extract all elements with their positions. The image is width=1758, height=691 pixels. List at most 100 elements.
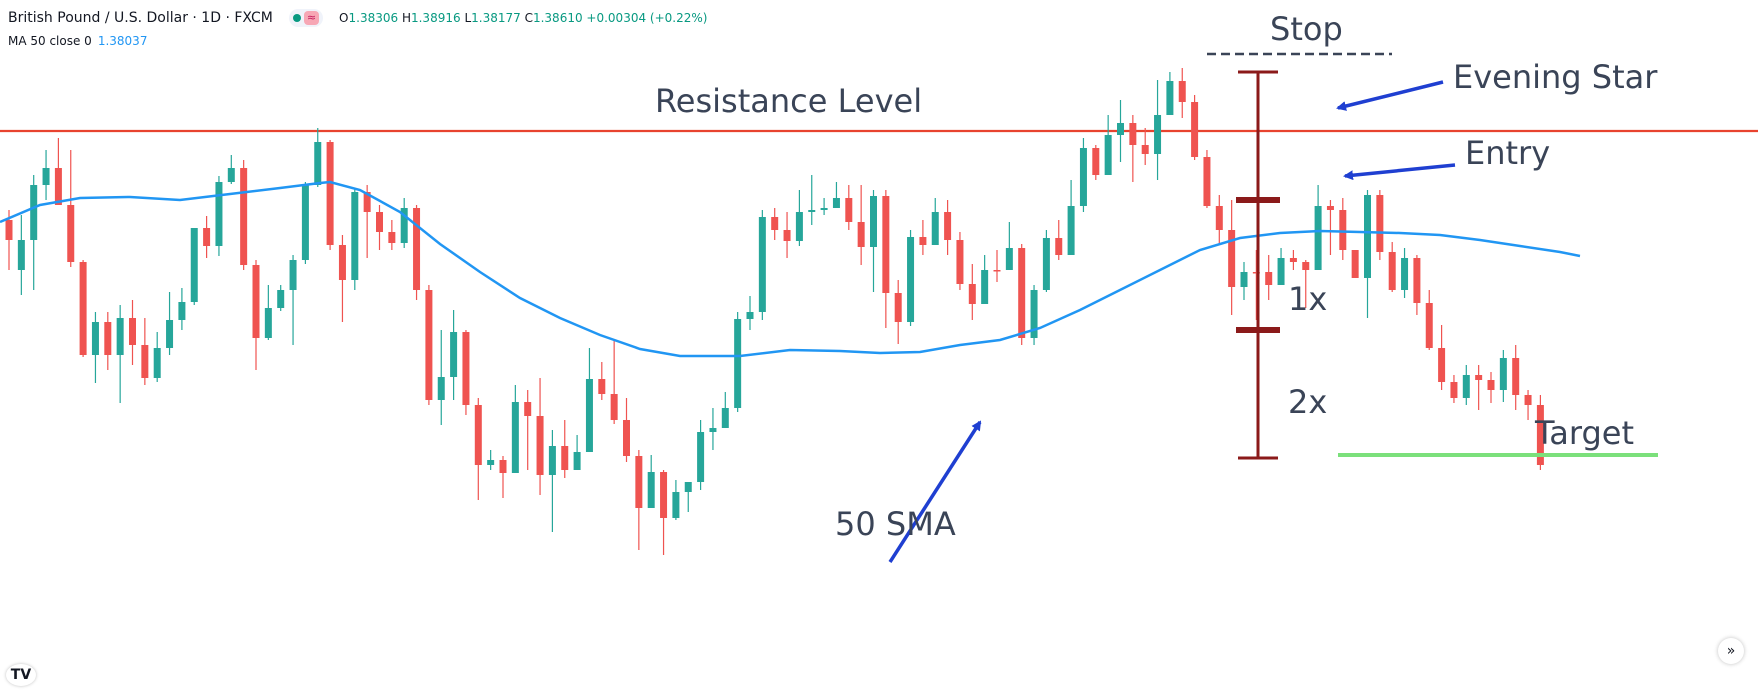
ma-label: MA 50 close 0: [8, 34, 92, 48]
candle-body: [771, 217, 779, 230]
candle: [462, 330, 470, 415]
candle-body: [215, 182, 223, 246]
candle-body: [17, 240, 25, 270]
candle-body: [610, 394, 618, 420]
candle: [1339, 198, 1347, 260]
candle-body: [511, 402, 519, 473]
candle-body: [351, 192, 359, 280]
candle-body: [67, 205, 75, 262]
candle: [1141, 128, 1149, 165]
candle: [1277, 248, 1285, 285]
candle: [660, 470, 668, 555]
candle: [536, 378, 544, 495]
candle: [166, 292, 174, 355]
candle-body: [487, 460, 495, 465]
candle-body: [882, 196, 890, 293]
candle-body: [1425, 303, 1433, 348]
candle-body: [314, 142, 322, 185]
candle-body: [166, 320, 174, 348]
candle-body: [338, 245, 346, 280]
candle: [264, 285, 272, 340]
candle-body: [968, 284, 976, 304]
candle-body: [413, 208, 421, 290]
candle: [376, 205, 383, 250]
candle-body: [178, 302, 186, 320]
candle-body: [1289, 258, 1297, 262]
candle: [647, 455, 655, 508]
candle-body: [1438, 348, 1446, 382]
candle: [1314, 185, 1322, 270]
candle: [1154, 80, 1162, 180]
candle-body: [684, 482, 692, 492]
scroll-to-realtime-button[interactable]: »: [1718, 638, 1744, 664]
candle-body: [795, 212, 803, 241]
symbol-title[interactable]: British Pound / U.S. Dollar · 1D · FXCM: [8, 10, 273, 26]
candle-body: [931, 212, 939, 245]
candle-body: [425, 290, 433, 400]
candle-body: [524, 402, 532, 416]
candle: [400, 198, 408, 248]
candle: [141, 318, 149, 385]
candle: [524, 390, 532, 470]
candle: [1166, 72, 1174, 115]
candle: [42, 150, 50, 200]
candle: [129, 300, 136, 365]
candle: [79, 260, 87, 357]
candle: [1438, 325, 1446, 390]
candle-body: [474, 405, 482, 465]
candle: [944, 200, 952, 255]
candle: [227, 155, 235, 184]
candle: [252, 260, 260, 370]
tradingview-logo-icon[interactable]: TV: [6, 664, 36, 686]
candle: [968, 264, 976, 320]
chart-header: British Pound / U.S. Dollar · 1D · FXCM …: [8, 9, 707, 27]
candle-body: [388, 232, 396, 243]
candle: [1289, 250, 1297, 270]
candle: [907, 230, 915, 326]
sma-arrow: [888, 420, 982, 563]
candle-body: [894, 293, 902, 322]
candle: [758, 210, 766, 320]
candle: [1055, 220, 1063, 260]
candle: [820, 198, 828, 215]
candle-body: [1030, 290, 1038, 338]
candle: [1191, 95, 1199, 160]
candle: [1401, 248, 1409, 298]
candle-body: [1252, 272, 1260, 274]
ma-legend[interactable]: MA 50 close 0 1.38037: [8, 34, 147, 48]
candle-body: [1339, 210, 1347, 250]
candle-body: [129, 318, 136, 345]
entry-arrow: [1343, 163, 1456, 181]
candle-body: [1388, 252, 1396, 290]
status-pill[interactable]: ≈: [288, 9, 324, 27]
sma50-line: [0, 180, 1581, 358]
candle: [1364, 190, 1371, 318]
candle: [314, 128, 322, 187]
candle-body: [301, 185, 309, 260]
candle-body: [227, 168, 235, 182]
candle: [882, 190, 890, 328]
candle: [277, 285, 285, 311]
candle: [1388, 242, 1396, 292]
candle-body: [721, 408, 729, 428]
candle-body: [326, 142, 334, 245]
candle-body: [30, 185, 38, 240]
candle: [301, 182, 309, 264]
candle-body: [277, 290, 285, 308]
candle-body: [573, 452, 581, 470]
candle: [1203, 150, 1211, 208]
candle: [1067, 180, 1075, 255]
candle-body: [54, 168, 62, 205]
candle: [67, 150, 75, 267]
candle: [1376, 190, 1384, 260]
candle: [450, 310, 458, 400]
candle-body: [1450, 382, 1458, 398]
stop-label: Stop: [1270, 10, 1343, 48]
candle-body: [1067, 206, 1075, 255]
candle: [1018, 244, 1026, 345]
candle: [1042, 230, 1050, 292]
candle: [919, 220, 927, 255]
ma-value: 1.38037: [97, 34, 148, 48]
evening-star-arrow: [1336, 80, 1444, 111]
